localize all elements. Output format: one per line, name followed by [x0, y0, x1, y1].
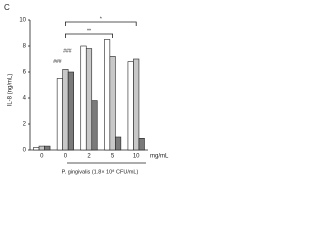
y-tick-label: 4 — [23, 96, 27, 102]
y-tick-label: 0 — [23, 148, 27, 154]
bar — [67, 71, 74, 151]
x-tick-label: 2 — [87, 154, 91, 160]
bar — [33, 147, 40, 151]
x-tick-label: 5 — [111, 154, 115, 160]
y-tick-label: 8 — [23, 44, 27, 50]
bar — [104, 39, 111, 151]
y-tick-label: 10 — [19, 18, 26, 24]
annotation: ### — [63, 49, 72, 55]
x-tick-label: 0 — [40, 154, 44, 160]
annotation: ### — [53, 59, 62, 65]
bar — [91, 100, 98, 151]
unit-label: mg/mL — [150, 154, 169, 160]
panel-label: C — [4, 3, 10, 12]
bracket — [65, 33, 113, 38]
bracket — [65, 21, 137, 26]
bar — [109, 56, 116, 151]
bar — [56, 78, 63, 151]
annotation: * — [100, 16, 102, 22]
bar — [80, 45, 87, 151]
y-tick-label: 2 — [23, 122, 27, 128]
bar — [127, 61, 134, 151]
annotation: ** — [87, 28, 91, 34]
bar — [62, 69, 69, 151]
x-axis-label: P. gingivalis (1.8× 10⁸ CFU/mL) — [62, 168, 139, 175]
bar — [115, 136, 122, 151]
bar — [85, 48, 93, 151]
bar — [133, 58, 140, 151]
y-tick-label: 6 — [23, 70, 27, 76]
bar — [138, 138, 145, 151]
bar — [44, 145, 51, 151]
x-tick-label: 10 — [133, 154, 140, 160]
bar — [38, 145, 45, 151]
x-tick-label: 0 — [64, 154, 68, 160]
chart: C IL-8 (ng/mL) P. gingivalis (1.8× 10⁸ C… — [4, 3, 169, 175]
y-axis-label: IL-8 (ng/mL) — [8, 74, 14, 107]
